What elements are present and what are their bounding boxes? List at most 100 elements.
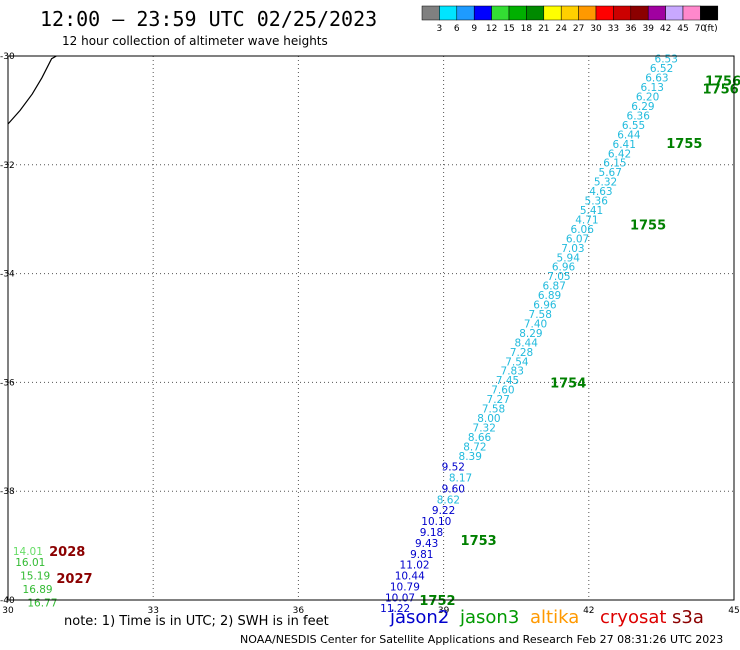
wave-height-label: 7.83 [501, 366, 524, 378]
legend-label: 24 [555, 24, 567, 34]
lat-tick-label: -34 [0, 270, 15, 280]
wave-height-label: 10.44 [395, 571, 425, 583]
legend-label: 27 [573, 24, 584, 34]
page-title: 12:00 — 23:59 UTC 02/25/2023 [40, 7, 378, 31]
satellite-name: s3a [672, 607, 704, 628]
wave-height-label: 6.15 [603, 158, 626, 170]
pass-time-label: 1755 [666, 137, 702, 152]
lat-tick-label: -32 [0, 161, 15, 171]
wave-height-label: 5.36 [585, 196, 609, 208]
satellite-name: cryosat [600, 607, 667, 628]
wave-height-label: 9.18 [420, 527, 443, 539]
legend-label: 36 [625, 24, 637, 34]
legend-label: 21 [538, 24, 549, 34]
lon-tick-label: 39 [438, 606, 450, 616]
satellite-name: altika [530, 607, 580, 628]
wave-height-label: 16.77 [27, 598, 57, 610]
wave-height-label: 6.44 [617, 129, 641, 141]
legend-label: 3 [437, 24, 443, 34]
wave-height-label: 9.43 [415, 538, 438, 550]
lon-tick-label: 36 [293, 606, 305, 616]
wave-height-label: 6.52 [650, 63, 673, 75]
wave-height-label: 7.03 [561, 243, 584, 255]
wave-height-label: 11.22 [380, 603, 410, 615]
lat-tick-label: -38 [0, 487, 15, 497]
satellite-name: jason3 [460, 607, 520, 628]
lat-tick-label: -30 [0, 52, 15, 62]
pass-time-label: 1756 [705, 74, 740, 89]
lon-tick-label: 42 [583, 606, 594, 616]
wave-height-label: 7.60 [491, 385, 514, 397]
legend-label: 39 [642, 24, 654, 34]
wave-height-label: 6.53 [655, 54, 678, 66]
wave-height-label: 8.00 [477, 413, 500, 425]
lat-tick-label: -36 [0, 378, 15, 388]
legend-label: 12 [486, 24, 497, 34]
pass-time-label: 1753 [461, 534, 497, 549]
wave-height-label: 7.28 [510, 347, 533, 359]
wave-height-label: 16.01 [15, 557, 45, 569]
wave-height-label: 8.66 [468, 432, 492, 444]
legend-label: 45 [677, 24, 688, 34]
legend-unit: (ft) [704, 24, 718, 34]
wave-height-label: 5.94 [557, 252, 581, 264]
wave-height-label: 4.63 [589, 186, 612, 198]
wave-height-label: 6.55 [622, 120, 645, 132]
wave-height-label: 11.02 [400, 560, 430, 572]
wave-height-label: 6.41 [613, 139, 636, 151]
wave-height-label: 7.32 [473, 422, 496, 434]
legend-label: 42 [660, 24, 671, 34]
wave-height-label: 8.39 [459, 451, 482, 463]
wave-height-label: 7.58 [482, 404, 505, 416]
wave-height-color-legend: 3 6 9 12 15 18 21 24 27 30 33 36 39 42 45 70(ft) [421, 5, 719, 34]
wave-height-label: 6.87 [543, 281, 566, 293]
wave-height-label: 7.05 [547, 271, 570, 283]
wave-height-label: 5.32 [594, 177, 617, 189]
lon-tick-label: 33 [147, 606, 158, 616]
wave-height-label: 8.44 [515, 337, 539, 349]
wave-height-label: 9.60 [442, 483, 465, 495]
wave-height-label: 14.01 [13, 546, 43, 558]
wave-height-label: 15.19 [20, 571, 50, 583]
wave-height-label: 10.10 [421, 516, 451, 528]
wave-height-label: 6.36 [627, 110, 651, 122]
page-subtitle: 12 hour collection of altimeter wave hei… [62, 34, 328, 48]
pass-time-label: 2028 [49, 545, 85, 560]
wave-height-label: 8.62 [437, 494, 460, 506]
pass-time-label: 1752 [419, 594, 455, 609]
wave-height-label: 6.20 [636, 92, 659, 104]
wave-height-label: 7.27 [487, 394, 510, 406]
wave-height-label: 8.72 [463, 441, 486, 453]
wave-height-label: 6.42 [608, 148, 631, 160]
wave-height-label: 7.40 [524, 318, 547, 330]
wave-height-label: 10.79 [390, 581, 420, 593]
coastline [7, 55, 57, 125]
wave-height-label: 8.29 [519, 328, 542, 340]
wave-height-label: 6.13 [641, 82, 664, 94]
map-border [7, 55, 735, 601]
legend-label: 15 [503, 24, 514, 34]
lon-tick-label: 30 [2, 606, 14, 616]
wave-height-label: 6.96 [552, 262, 576, 274]
wave-height-label: 5.41 [580, 205, 603, 217]
wave-height-label: 6.06 [571, 224, 595, 236]
wave-height-label: 6.63 [645, 73, 668, 85]
wave-height-label: 9.22 [432, 505, 455, 517]
footer-credit: NOAA/NESDIS Center for Satellite Applica… [240, 633, 724, 646]
wave-height-label: 8.17 [449, 473, 472, 485]
wave-height-label: 7.54 [505, 356, 529, 368]
satellite-name: jason2 [390, 607, 450, 628]
legend-label: 70 [695, 24, 707, 34]
pass-time-label: 2027 [56, 572, 92, 587]
wave-height-label: 5.67 [599, 167, 622, 179]
wave-height-label: 10.07 [385, 592, 415, 604]
lat-tick-label: -40 [0, 596, 15, 606]
legend-label: 18 [521, 24, 533, 34]
wave-height-label: 6.89 [538, 290, 561, 302]
wave-height-label: 9.81 [410, 549, 433, 561]
legend-label: 6 [454, 24, 460, 34]
wave-height-label: 4.71 [575, 214, 598, 226]
wave-height-label: 6.96 [533, 300, 557, 312]
wave-height-label: 6.07 [566, 233, 589, 245]
